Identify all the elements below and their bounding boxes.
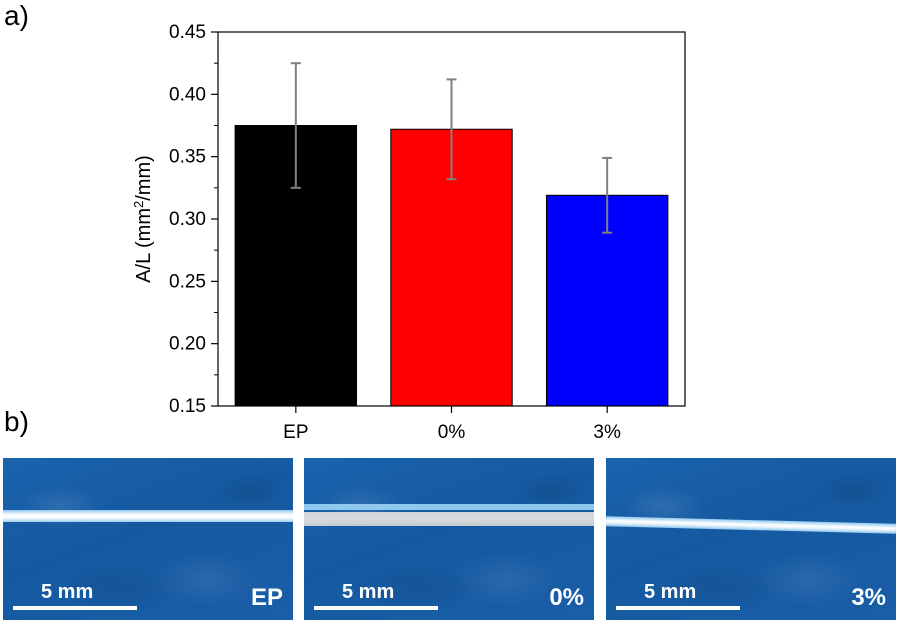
- y-axis-label-main: A/L (mm: [133, 208, 155, 283]
- sample-label: EP: [250, 584, 283, 611]
- y-tick-label: 0.20: [169, 334, 206, 355]
- y-tick-label: 0.25: [169, 271, 206, 292]
- photo-0pct: 5 mm 0%: [304, 458, 594, 620]
- scale-bar: [314, 606, 438, 610]
- y-tick-label: 0.35: [169, 147, 206, 168]
- x-tick-label: 3%: [593, 422, 621, 443]
- scale-bar: [616, 606, 740, 610]
- scratch-0pct-core: [304, 512, 594, 526]
- y-tick-label: 0.40: [169, 84, 206, 105]
- photo-ep: 5 mm EP: [3, 458, 293, 620]
- x-tick-label: EP: [283, 422, 308, 443]
- sample-label: 0%: [549, 584, 584, 611]
- scale-label: 5 mm: [41, 581, 94, 603]
- scale-label: 5 mm: [644, 581, 697, 603]
- y-axis-label: A/L (mm2/mm): [131, 155, 156, 283]
- y-axis-label-end: /mm): [133, 155, 155, 201]
- y-axis-label-sup: 2: [131, 201, 146, 208]
- scale-bar: [13, 606, 137, 610]
- scratch-0pct: [304, 504, 594, 510]
- scale-label: 5 mm: [342, 581, 395, 603]
- bar-chart: 0.15 0.20 0.25 0.30 0.35 0.40 0.45 EP 0% 3% A/L (…: [131, 22, 686, 443]
- scratch-ep: [3, 510, 293, 522]
- photo-3pct: 5 mm 3%: [606, 458, 896, 620]
- y-tick-label: 0.45: [169, 22, 206, 43]
- y-tick-label: 0.15: [169, 396, 206, 417]
- y-tick-label: 0.30: [169, 209, 206, 230]
- panel-label-a: a): [4, 0, 29, 31]
- panel-label-b: b): [4, 406, 29, 437]
- x-tick-label: 0%: [438, 422, 466, 443]
- sample-label: 3%: [851, 584, 886, 611]
